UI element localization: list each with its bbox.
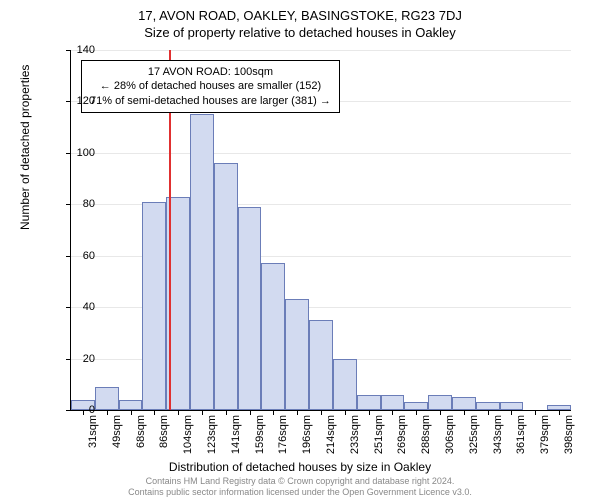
histogram-bar <box>190 114 214 410</box>
xtick-mark <box>131 410 132 415</box>
histogram-bar <box>476 402 500 410</box>
xtick-mark <box>488 410 489 415</box>
histogram-bar <box>119 400 143 410</box>
xtick-mark <box>226 410 227 415</box>
annotation-line-2: ← 28% of detached houses are smaller (15… <box>90 79 331 93</box>
histogram-bar <box>309 320 333 410</box>
xtick-mark <box>202 410 203 415</box>
chart-title-main: 17, AVON ROAD, OAKLEY, BASINGSTOKE, RG23… <box>0 0 600 23</box>
plot-region: 31sqm49sqm68sqm86sqm104sqm123sqm141sqm15… <box>70 50 571 411</box>
xtick-label: 398sqm <box>563 415 575 454</box>
xtick-mark <box>559 410 560 415</box>
histogram-bar <box>142 202 166 410</box>
xtick-label: 176sqm <box>277 415 289 454</box>
xtick-label: 343sqm <box>492 415 504 454</box>
annotation-line-3: 71% of semi-detached houses are larger (… <box>90 94 331 108</box>
xtick-mark <box>464 410 465 415</box>
xtick-label: 123sqm <box>206 415 218 454</box>
histogram-bar <box>452 397 476 410</box>
histogram-bar <box>95 387 119 410</box>
footer-line-2: Contains public sector information licen… <box>0 487 600 498</box>
gridline <box>71 50 571 51</box>
xtick-label: 214sqm <box>325 415 337 454</box>
ytick-label: 40 <box>65 301 95 313</box>
ytick-label: 100 <box>65 147 95 159</box>
ytick-label: 20 <box>65 353 95 365</box>
chart-area: 31sqm49sqm68sqm86sqm104sqm123sqm141sqm15… <box>70 50 570 410</box>
histogram-bar <box>285 299 309 410</box>
xtick-mark <box>297 410 298 415</box>
footer-line-1: Contains HM Land Registry data © Crown c… <box>0 476 600 487</box>
xtick-mark <box>369 410 370 415</box>
xtick-mark <box>416 410 417 415</box>
xtick-label: 104sqm <box>182 415 194 454</box>
xtick-mark <box>511 410 512 415</box>
xtick-label: 269sqm <box>396 415 408 454</box>
histogram-bar <box>500 402 524 410</box>
xtick-label: 49sqm <box>111 415 123 448</box>
xtick-label: 379sqm <box>539 415 551 454</box>
ytick-label: 60 <box>65 250 95 262</box>
xtick-mark <box>273 410 274 415</box>
histogram-bar <box>381 395 405 410</box>
y-axis-label: Number of detached properties <box>18 65 32 230</box>
footer-attribution: Contains HM Land Registry data © Crown c… <box>0 476 600 498</box>
xtick-label: 31sqm <box>87 415 99 448</box>
histogram-bar <box>333 359 357 410</box>
xtick-label: 159sqm <box>254 415 266 454</box>
xtick-mark <box>250 410 251 415</box>
xtick-mark <box>178 410 179 415</box>
xtick-label: 68sqm <box>135 415 147 448</box>
xtick-label: 306sqm <box>444 415 456 454</box>
xtick-label: 86sqm <box>158 415 170 448</box>
xtick-mark <box>107 410 108 415</box>
x-axis-label: Distribution of detached houses by size … <box>0 460 600 474</box>
histogram-bar <box>214 163 238 410</box>
annotation-box: 17 AVON ROAD: 100sqm← 28% of detached ho… <box>81 60 340 113</box>
xtick-label: 325sqm <box>468 415 480 454</box>
ytick-label: 120 <box>65 95 95 107</box>
ytick-label: 0 <box>65 404 95 416</box>
xtick-label: 233sqm <box>349 415 361 454</box>
xtick-mark <box>440 410 441 415</box>
histogram-bar <box>238 207 262 410</box>
xtick-label: 251sqm <box>373 415 385 454</box>
xtick-mark <box>392 410 393 415</box>
annotation-line-1: 17 AVON ROAD: 100sqm <box>90 65 331 79</box>
histogram-bar <box>357 395 381 410</box>
xtick-mark <box>154 410 155 415</box>
xtick-label: 361sqm <box>515 415 527 454</box>
gridline <box>71 153 571 154</box>
histogram-bar <box>404 402 428 410</box>
xtick-label: 288sqm <box>420 415 432 454</box>
xtick-label: 196sqm <box>301 415 313 454</box>
xtick-mark <box>535 410 536 415</box>
ytick-label: 140 <box>65 44 95 56</box>
xtick-mark <box>321 410 322 415</box>
xtick-mark <box>345 410 346 415</box>
histogram-bar <box>261 263 285 410</box>
xtick-label: 141sqm <box>230 415 242 454</box>
ytick-label: 80 <box>65 198 95 210</box>
chart-title-sub: Size of property relative to detached ho… <box>0 23 600 40</box>
histogram-bar <box>428 395 452 410</box>
